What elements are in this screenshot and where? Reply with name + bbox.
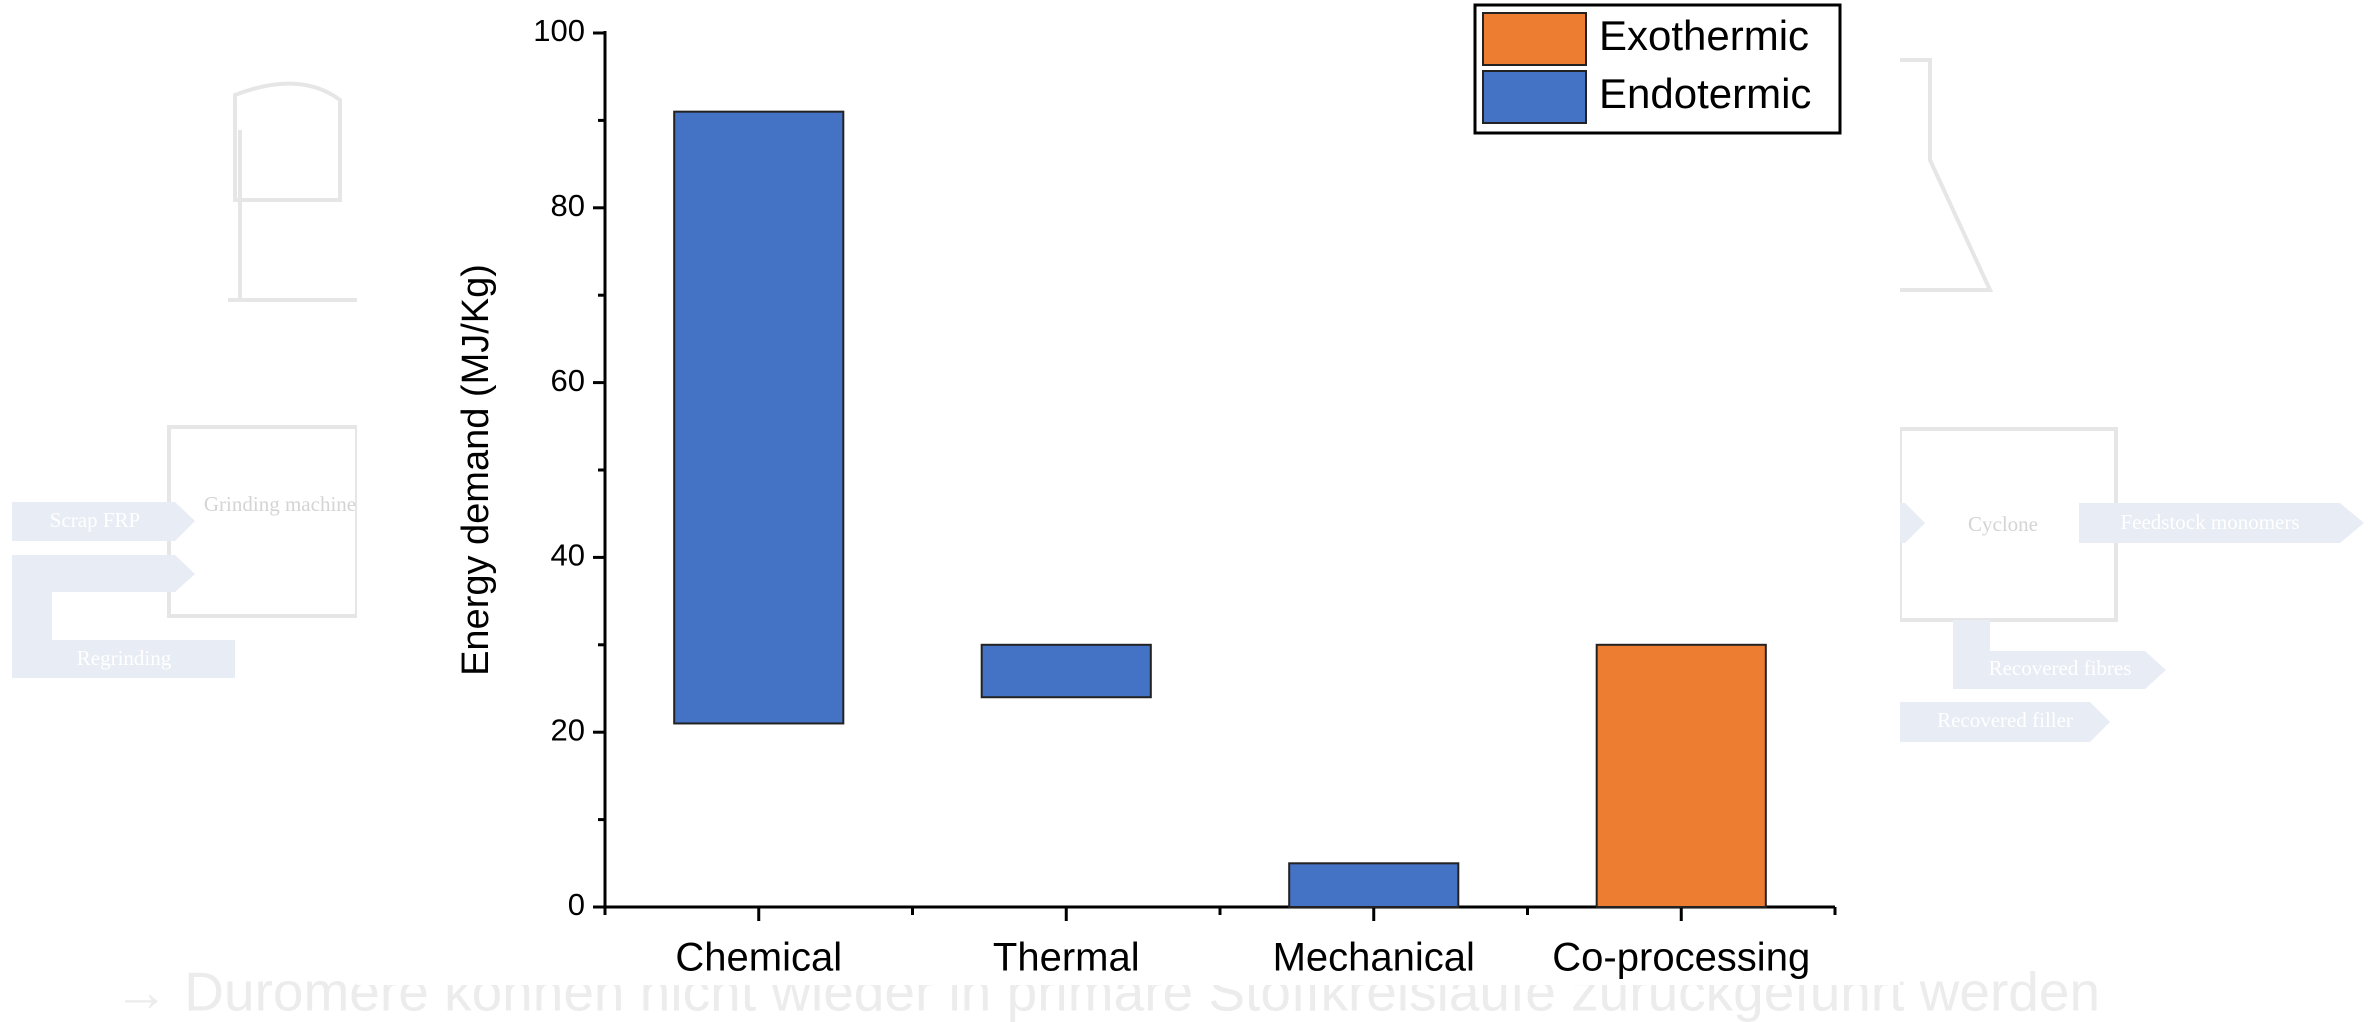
icon <box>1885 60 1990 290</box>
legend-label: Endotermic <box>1599 70 1811 117</box>
label: Regrinding <box>77 646 172 670</box>
bar <box>674 112 843 724</box>
y-tick-label: 40 <box>551 538 585 573</box>
legend-swatch <box>1483 13 1586 65</box>
bar <box>1289 863 1458 907</box>
y-tick-label: 100 <box>533 13 585 48</box>
arrow <box>1900 503 1925 543</box>
label: Recovered fibres <box>1989 656 2132 680</box>
x-tick-label: Co-processing <box>1552 936 1810 980</box>
label: Recovered filler <box>1937 708 2073 732</box>
label: Scrap FRP <box>50 508 140 532</box>
y-tick-label: 0 <box>568 887 585 922</box>
y-tick-label: 60 <box>551 363 585 398</box>
bar <box>982 645 1151 697</box>
x-tick-label: Thermal <box>993 936 1140 980</box>
icon <box>228 84 360 300</box>
y-tick-label: 20 <box>551 712 585 747</box>
label: Grinding machine <box>200 490 360 518</box>
bar <box>1597 645 1766 907</box>
y-tick-label: 80 <box>551 188 585 223</box>
slide: Scrap FRP Grinding machine Regrinding Cy… <box>0 0 2372 1022</box>
legend-swatch <box>1483 71 1586 123</box>
x-tick-label: Chemical <box>675 936 842 980</box>
legend-label: Exothermic <box>1599 12 1809 59</box>
y-axis-label: Energy demand (MJ/Kg) <box>455 264 497 676</box>
label: Cyclone <box>1968 512 2038 536</box>
x-tick-label: Mechanical <box>1273 936 1475 980</box>
label-box: Grinding machine <box>200 490 360 560</box>
label: Feedstock monomers <box>2120 510 2299 534</box>
